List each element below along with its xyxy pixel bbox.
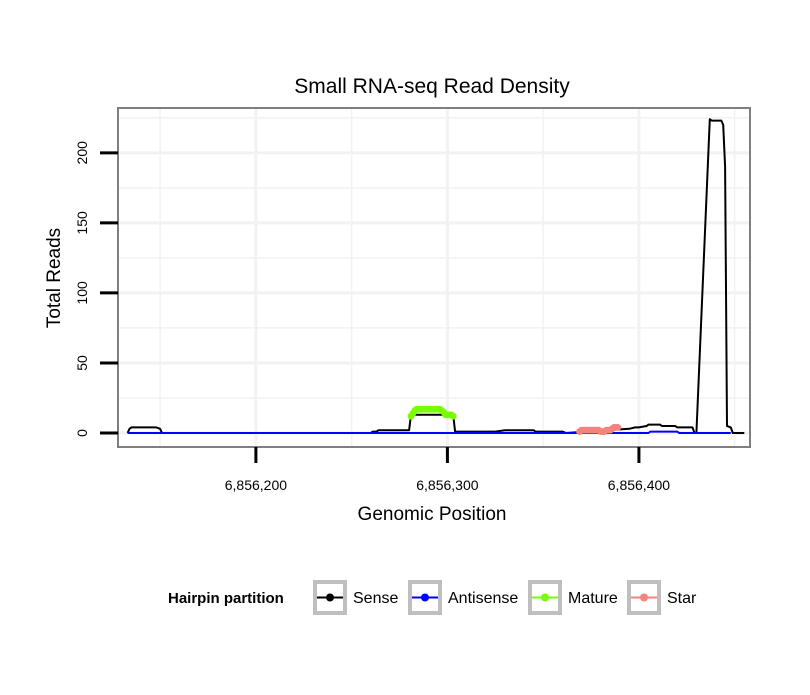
data-point-star [614, 423, 622, 431]
y-tick-label: 100 [74, 281, 90, 305]
legend-key-point-star [640, 593, 648, 602]
legend-title: Hairpin partition [168, 590, 284, 607]
x-tick-label: 6,856,200 [225, 477, 287, 493]
legend-label-star: Star [667, 590, 697, 607]
y-tick-label: 0 [74, 429, 90, 437]
y-axis-label: Total Reads [44, 228, 65, 328]
series-line-antisense [127, 430, 731, 434]
legend-label-antisense: Antisense [448, 590, 518, 607]
plot-panel [118, 108, 750, 447]
x-tick-label: 6,856,300 [416, 477, 478, 493]
plot-border [117, 107, 751, 448]
y-tick-label: 200 [74, 141, 90, 165]
x-axis-label: Genomic Position [358, 504, 507, 525]
legend-key-point-sense [326, 593, 334, 602]
data-point-mature [449, 412, 457, 420]
x-tick-label: 6,856,400 [608, 477, 670, 493]
legend-key-point-antisense [421, 593, 429, 602]
series-layer [126, 118, 745, 435]
y-axis: 0 50 100 150 200 [74, 141, 118, 437]
legend-label-mature: Mature [568, 590, 618, 607]
legend-key-point-mature [541, 593, 549, 602]
legend-label-sense: Sense [353, 590, 398, 607]
y-tick-label: 50 [74, 355, 90, 371]
legend: Hairpin partition Sense Antisense Mature St… [168, 580, 697, 615]
x-axis: 6,856,200 6,856,300 6,856,400 [225, 447, 670, 493]
chart-title: Small RNA-seq Read Density [294, 75, 570, 98]
grid-lines [118, 108, 750, 447]
y-tick-label: 150 [74, 211, 90, 235]
